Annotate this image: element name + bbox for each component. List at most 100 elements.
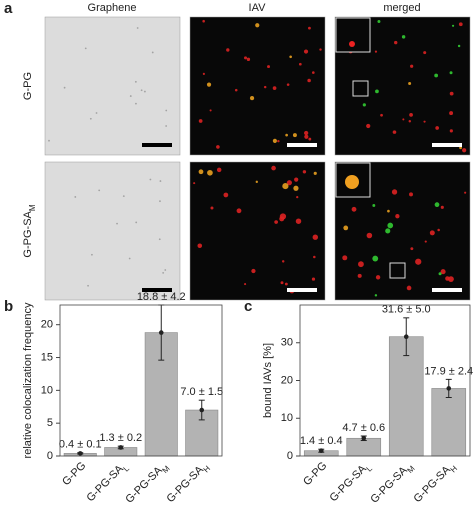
bar xyxy=(431,388,467,457)
particle xyxy=(263,85,267,89)
y-axis-label: relative colocalization frequency xyxy=(22,302,34,458)
particle xyxy=(74,196,77,198)
category-base: G-PG-SA xyxy=(412,463,454,505)
column-header: Graphene xyxy=(88,2,137,14)
particle xyxy=(286,83,290,86)
y-tick-label: 20 xyxy=(41,319,53,331)
particle xyxy=(216,145,220,149)
particle xyxy=(296,196,299,199)
inset-particle xyxy=(349,41,355,47)
particle xyxy=(198,119,203,123)
particle xyxy=(319,48,322,51)
particle xyxy=(358,261,364,268)
y-tick-label: 15 xyxy=(41,351,53,363)
particle xyxy=(304,130,309,136)
particle xyxy=(408,81,412,85)
y-axis-label: bound IAVs [%] xyxy=(262,343,274,418)
particle xyxy=(313,171,317,175)
particle xyxy=(293,185,299,191)
particle xyxy=(448,276,454,283)
particle xyxy=(284,282,288,286)
particle xyxy=(207,169,213,176)
y-tick-label: 10 xyxy=(41,384,53,396)
particle xyxy=(255,23,260,28)
particle xyxy=(380,113,383,117)
particle xyxy=(98,189,101,192)
particle xyxy=(434,202,440,208)
particle xyxy=(280,281,284,285)
particle xyxy=(311,277,316,281)
particle xyxy=(449,111,454,116)
particle xyxy=(246,57,251,62)
particle xyxy=(449,129,453,133)
value-label: 1.3 ± 0.2 xyxy=(99,432,142,444)
mean-dot xyxy=(199,407,205,413)
mean-dot xyxy=(118,445,124,450)
mean-dot xyxy=(446,386,452,391)
particle xyxy=(151,51,154,54)
y-tick-label: 10 xyxy=(281,412,293,424)
particle xyxy=(449,91,454,96)
particle xyxy=(435,126,439,130)
particle xyxy=(458,22,463,27)
particle xyxy=(457,44,461,48)
mean-dot xyxy=(403,334,409,340)
particle xyxy=(279,213,287,220)
x-tick-label: G-PG-SAH xyxy=(412,460,459,506)
category-subscript: H xyxy=(201,464,212,475)
category-subscript: L xyxy=(121,463,131,473)
category-subscript: H xyxy=(448,464,459,475)
particle xyxy=(308,137,312,141)
particle xyxy=(424,240,427,243)
particle xyxy=(295,218,302,224)
particle xyxy=(286,180,292,186)
particle xyxy=(294,177,299,182)
particle xyxy=(462,148,467,153)
particle xyxy=(391,189,398,195)
particle xyxy=(193,182,196,185)
micrograph xyxy=(44,161,181,301)
particle xyxy=(438,272,442,276)
particle xyxy=(366,232,373,239)
particle xyxy=(116,222,118,225)
particle xyxy=(409,112,413,117)
particle xyxy=(343,225,349,231)
particle xyxy=(129,95,132,97)
particle xyxy=(289,55,292,59)
particle xyxy=(410,64,414,68)
micrograph xyxy=(189,161,326,301)
scale-bar xyxy=(432,143,462,147)
particle xyxy=(385,228,391,234)
particle xyxy=(244,283,247,286)
particle xyxy=(48,139,50,142)
particle xyxy=(162,271,165,274)
particle xyxy=(210,206,214,210)
value-label: 0.4 ± 0.1 xyxy=(59,439,102,451)
particle xyxy=(255,180,258,184)
x-tick-label: G-PG-SAL xyxy=(327,459,374,506)
y-tick-label: 20 xyxy=(281,374,293,386)
x-tick-label: G-PG-SAM xyxy=(368,459,416,506)
particle xyxy=(277,139,280,143)
bar xyxy=(388,336,424,457)
x-tick-label: G-PG-SAH xyxy=(165,460,212,506)
particle xyxy=(236,208,242,214)
x-tick-label: G-PG-SAM xyxy=(123,459,171,506)
particle xyxy=(351,206,357,212)
particle xyxy=(387,209,390,213)
particle xyxy=(87,284,89,287)
particle xyxy=(313,255,316,259)
particle xyxy=(377,20,381,24)
particle xyxy=(307,78,311,83)
particle xyxy=(434,73,439,78)
particle xyxy=(216,167,222,173)
row-label-subscript: M xyxy=(28,204,37,211)
scale-bar xyxy=(432,288,462,292)
particle xyxy=(394,40,398,45)
particle xyxy=(234,88,238,92)
category-subscript: M xyxy=(405,463,416,474)
particle xyxy=(357,273,362,278)
particle xyxy=(272,86,277,90)
particle xyxy=(375,89,379,94)
particle xyxy=(91,253,93,256)
